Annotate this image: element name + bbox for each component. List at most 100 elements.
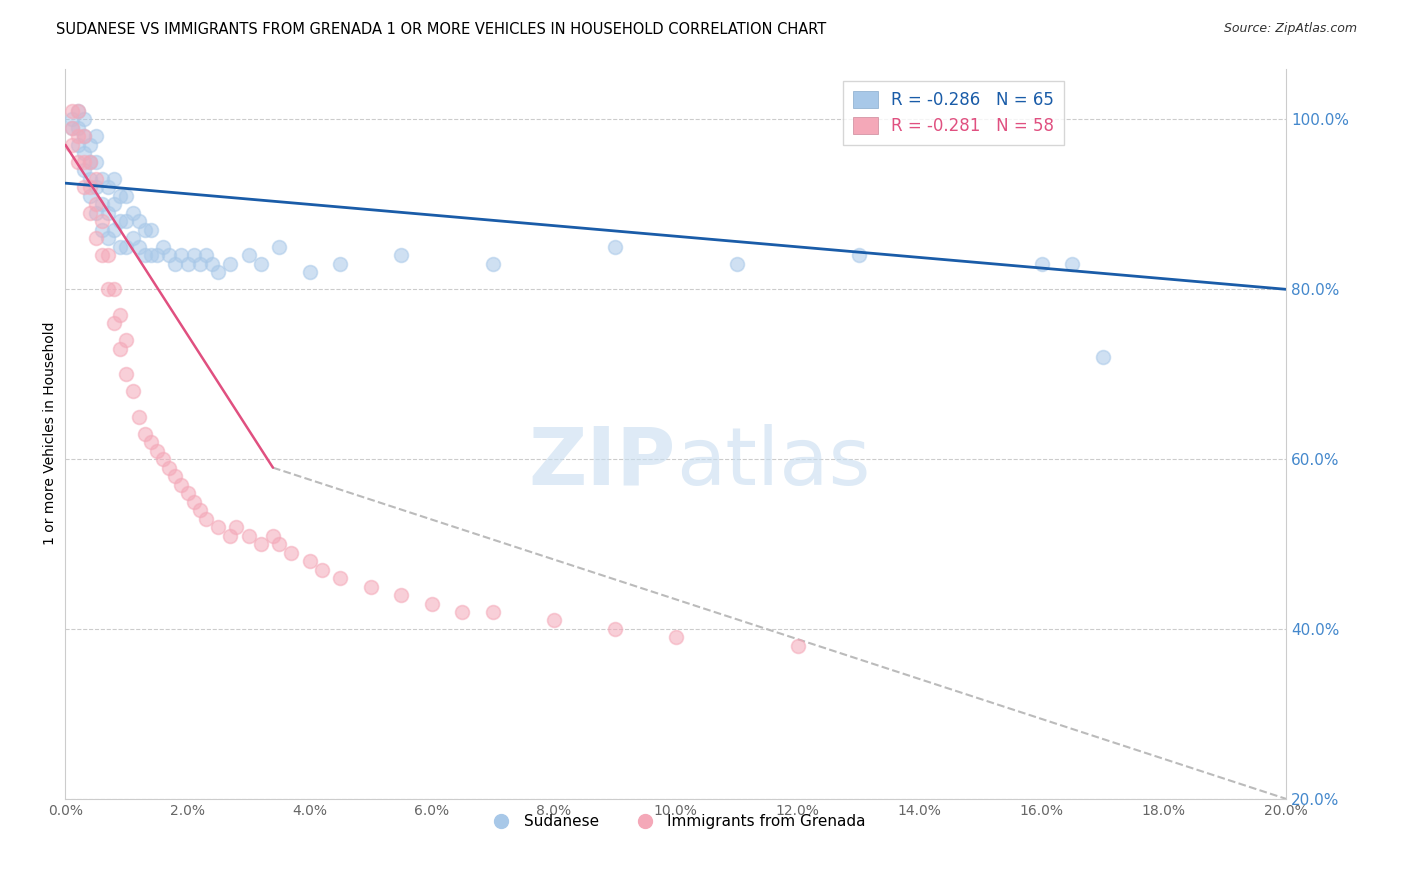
Point	[103, 172, 125, 186]
Point	[103, 282, 125, 296]
Point	[84, 206, 107, 220]
Point	[66, 103, 89, 118]
Point	[329, 257, 352, 271]
Point	[183, 248, 205, 262]
Point	[170, 248, 193, 262]
Point	[451, 605, 474, 619]
Point	[329, 571, 352, 585]
Point	[128, 409, 150, 424]
Point	[725, 257, 748, 271]
Point	[97, 248, 120, 262]
Text: SUDANESE VS IMMIGRANTS FROM GRENADA 1 OR MORE VEHICLES IN HOUSEHOLD CORRELATION : SUDANESE VS IMMIGRANTS FROM GRENADA 1 OR…	[56, 22, 827, 37]
Point	[146, 443, 169, 458]
Point	[298, 554, 321, 568]
Point	[134, 223, 156, 237]
Point	[280, 545, 302, 559]
Point	[60, 120, 83, 135]
Point	[139, 435, 162, 450]
Point	[170, 477, 193, 491]
Point	[176, 257, 198, 271]
Point	[73, 129, 96, 144]
Point	[201, 257, 224, 271]
Point	[66, 155, 89, 169]
Point	[79, 206, 101, 220]
Y-axis label: 1 or more Vehicles in Household: 1 or more Vehicles in Household	[44, 322, 58, 545]
Point	[183, 494, 205, 508]
Point	[110, 240, 132, 254]
Point	[91, 172, 114, 186]
Point	[66, 137, 89, 152]
Point	[115, 240, 138, 254]
Point	[110, 189, 132, 203]
Point	[134, 426, 156, 441]
Point	[91, 223, 114, 237]
Point	[91, 197, 114, 211]
Point	[115, 189, 138, 203]
Point	[115, 333, 138, 347]
Point	[786, 639, 808, 653]
Point	[110, 308, 132, 322]
Point	[238, 248, 260, 262]
Point	[115, 214, 138, 228]
Point	[157, 248, 180, 262]
Point	[267, 240, 290, 254]
Point	[389, 248, 412, 262]
Point	[73, 112, 96, 127]
Point	[60, 120, 83, 135]
Point	[188, 503, 211, 517]
Point	[79, 189, 101, 203]
Point	[139, 223, 162, 237]
Point	[481, 257, 503, 271]
Point	[84, 172, 107, 186]
Point	[848, 248, 870, 262]
Point	[97, 206, 120, 220]
Point	[84, 180, 107, 194]
Point	[165, 257, 187, 271]
Point	[1091, 351, 1114, 365]
Point	[115, 368, 138, 382]
Point	[66, 129, 89, 144]
Point	[134, 248, 156, 262]
Point	[139, 248, 162, 262]
Point	[91, 248, 114, 262]
Point	[225, 520, 247, 534]
Point	[207, 520, 229, 534]
Point	[165, 469, 187, 483]
Point	[110, 342, 132, 356]
Point	[60, 103, 83, 118]
Text: ZIP: ZIP	[529, 424, 676, 502]
Point	[79, 172, 101, 186]
Point	[194, 511, 217, 525]
Text: Source: ZipAtlas.com: Source: ZipAtlas.com	[1223, 22, 1357, 36]
Point	[603, 622, 626, 636]
Point	[121, 231, 143, 245]
Point	[188, 257, 211, 271]
Point	[360, 580, 382, 594]
Point	[420, 597, 443, 611]
Point	[97, 282, 120, 296]
Point	[249, 257, 271, 271]
Point	[79, 155, 101, 169]
Point	[73, 163, 96, 178]
Point	[79, 180, 101, 194]
Point	[1031, 257, 1053, 271]
Point	[66, 103, 89, 118]
Point	[389, 588, 412, 602]
Point	[298, 265, 321, 279]
Point	[66, 120, 89, 135]
Point	[152, 452, 174, 467]
Point	[73, 155, 96, 169]
Point	[73, 129, 96, 144]
Point	[267, 537, 290, 551]
Point	[207, 265, 229, 279]
Text: atlas: atlas	[676, 424, 870, 502]
Point	[262, 528, 284, 542]
Point	[128, 240, 150, 254]
Point	[194, 248, 217, 262]
Point	[121, 206, 143, 220]
Point	[79, 137, 101, 152]
Point	[97, 231, 120, 245]
Point	[311, 563, 333, 577]
Point	[110, 214, 132, 228]
Point	[146, 248, 169, 262]
